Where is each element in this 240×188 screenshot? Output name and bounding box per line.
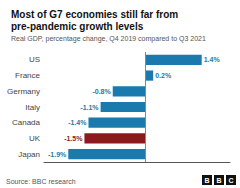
svg-text:B: B — [216, 177, 221, 184]
svg-text:UK: UK — [29, 134, 41, 143]
svg-text:US: US — [29, 55, 40, 64]
svg-text:-1.1%: -1.1% — [80, 104, 99, 111]
svg-text:B: B — [204, 177, 209, 184]
svg-text:-1.4%: -1.4% — [68, 119, 87, 126]
svg-text:Most of G7 economies still far: Most of G7 economies still far from — [11, 9, 178, 20]
svg-text:Source: BBC research: Source: BBC research — [6, 178, 76, 185]
svg-text:-0.8%: -0.8% — [92, 88, 111, 95]
svg-text:0.2%: 0.2% — [155, 72, 172, 79]
svg-text:C: C — [228, 177, 233, 184]
svg-text:pre-pandemic growth levels: pre-pandemic growth levels — [11, 21, 144, 32]
svg-text:France: France — [15, 71, 40, 80]
svg-text:Japan: Japan — [18, 150, 40, 159]
svg-text:-1.5%: -1.5% — [64, 135, 83, 142]
svg-text:Real GDP, percentage change, Q: Real GDP, percentage change, Q4 2019 com… — [11, 35, 206, 43]
svg-text:Canada: Canada — [12, 118, 41, 127]
svg-text:1.4%: 1.4% — [204, 56, 221, 63]
svg-text:Italy: Italy — [25, 103, 40, 112]
svg-text:-1.9%: -1.9% — [48, 151, 67, 158]
svg-text:Germany: Germany — [7, 87, 40, 96]
